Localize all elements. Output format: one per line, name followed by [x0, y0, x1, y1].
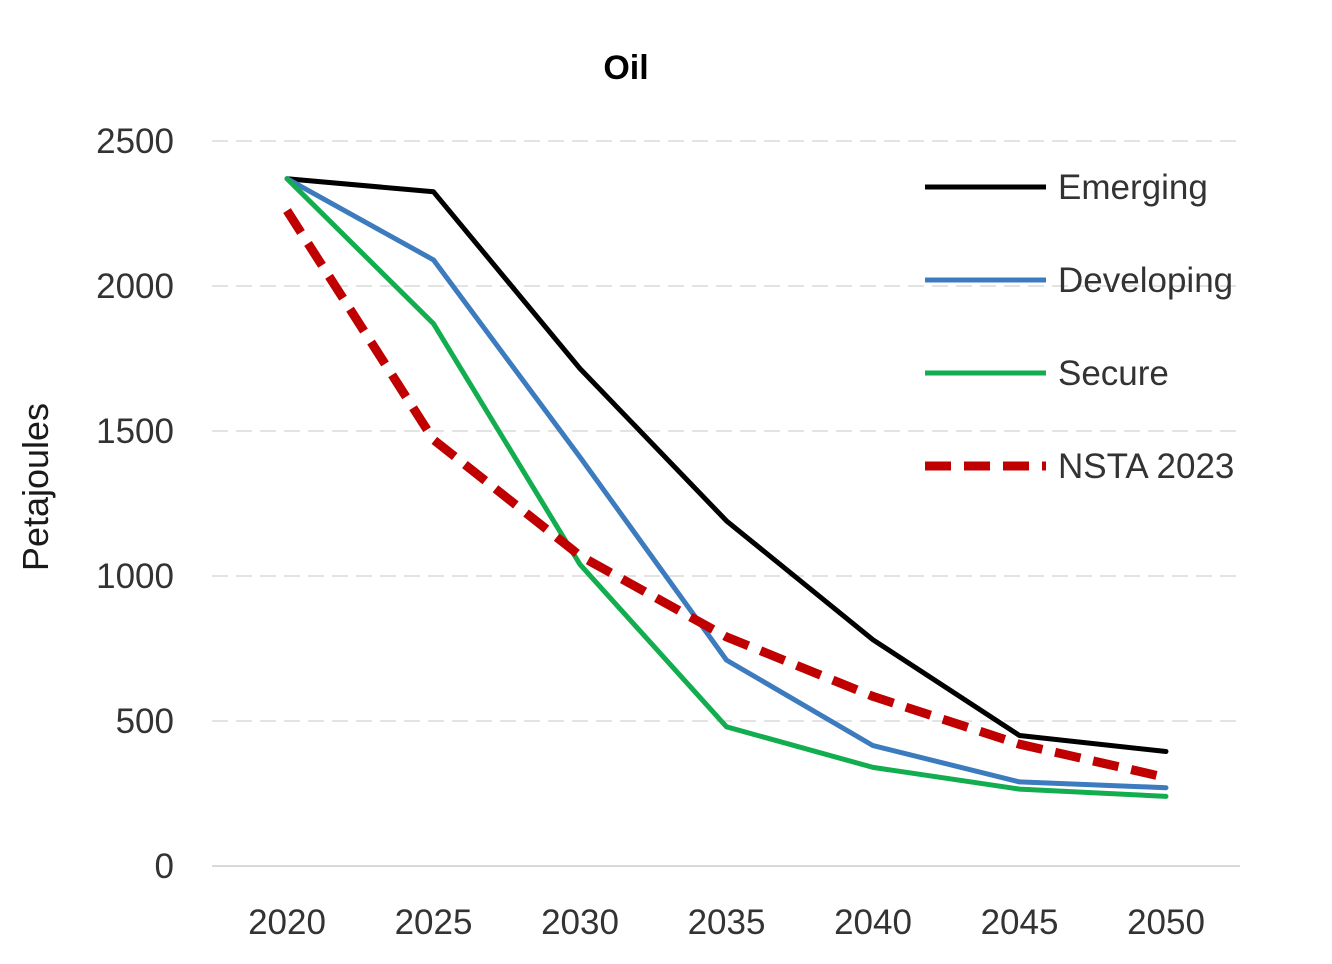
y-tick-label: 2500	[96, 122, 174, 161]
y-tick-label: 2000	[96, 267, 174, 306]
tick-labels: 0 500 1000 1500 2000 2500 2020 2025 2030 2035 2040…	[96, 122, 1205, 942]
x-tick-label: 2035	[688, 903, 766, 942]
series-lines	[283, 176, 1169, 799]
y-tick-label: 1000	[96, 557, 174, 596]
series-line-developing	[284, 176, 1169, 791]
x-tick-label: 2050	[1127, 903, 1205, 942]
legend-label-developing: Developing	[1058, 261, 1233, 300]
y-tick-label: 0	[155, 847, 174, 886]
x-tick-label: 2020	[248, 903, 326, 942]
y-tick-label: 1500	[96, 412, 174, 451]
x-tick-label: 2025	[395, 903, 473, 942]
chart-title: Oil	[603, 49, 648, 87]
series-line-nsta-2023	[283, 208, 1167, 782]
gridlines	[212, 140, 1240, 722]
legend-label-emerging: Emerging	[1058, 168, 1208, 207]
x-tick-label: 2045	[981, 903, 1059, 942]
y-axis-label: Petajoules	[15, 403, 56, 571]
legend-label-nsta-2023: NSTA 2023	[1058, 447, 1234, 486]
x-tick-label: 2030	[541, 903, 619, 942]
y-tick-label: 500	[116, 702, 174, 741]
x-tick-label: 2040	[834, 903, 912, 942]
legend-label-secure: Secure	[1058, 354, 1169, 393]
series-line-emerging	[284, 176, 1169, 754]
legend: Emerging Developing Secure NSTA 2023	[925, 168, 1234, 486]
series-line-secure	[284, 176, 1169, 799]
